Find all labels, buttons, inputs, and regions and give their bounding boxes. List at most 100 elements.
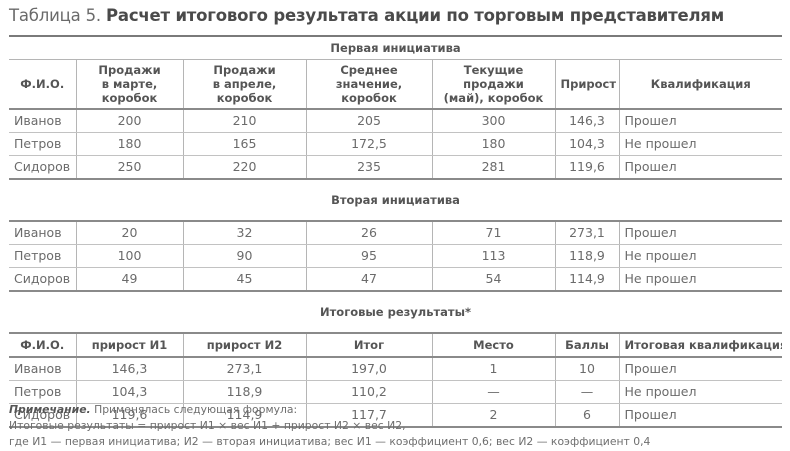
cell-growth: 119,6 <box>554 155 619 180</box>
col-header-march: Продажи в марте, коробок <box>75 59 183 110</box>
cell-march: 200 <box>75 109 183 133</box>
cell-march: 49 <box>75 267 183 292</box>
cell-qualification: Не прошел <box>618 267 783 292</box>
table-row: Сидоров 250 220 235 281 119,6 Прошел <box>9 155 783 180</box>
footnote-label: Примечание. <box>9 403 91 416</box>
section-header-final-results: Итоговые результаты* <box>9 291 783 334</box>
cell-current: 54 <box>431 267 555 292</box>
cell-total: 117,7 <box>305 403 432 428</box>
cell-final-qualification: Не прошел <box>618 380 783 404</box>
cell-average: 95 <box>305 244 432 268</box>
footnote: Примечание. Применялась следующая формул… <box>9 402 650 450</box>
cell-name: Иванов <box>9 109 76 133</box>
table-row: Петров 180 165 172,5 180 104,3 Не прошел <box>9 132 783 156</box>
cell-points: 10 <box>554 357 619 381</box>
col-header-place: Место <box>431 333 555 358</box>
table-row: Петров 104,3 118,9 110,2 — — Не прошел <box>9 380 783 404</box>
cell-place: 2 <box>431 403 555 428</box>
footnote-line-1: Примечание. Применялась следующая формул… <box>9 402 650 418</box>
cell-growth: 114,9 <box>554 267 619 292</box>
section-header-first-initiative: Первая инициатива <box>9 35 783 60</box>
col-header-growth-i2: прирост И2 <box>182 333 306 358</box>
col-header-growth-i1: прирост И1 <box>75 333 183 358</box>
col-header-qualification: Квалификация <box>618 59 783 110</box>
cell-name: Сидоров <box>9 403 76 428</box>
col-header-average: Среднее значение, коробок <box>305 59 432 110</box>
cell-name: Петров <box>9 380 76 404</box>
cell-average: 26 <box>305 221 432 245</box>
table-number: Таблица 5. <box>9 6 101 25</box>
column-headers: Ф.И.О. Продажи в марте, коробок Продажи … <box>9 59 783 110</box>
section-header-second-initiative: Вторая инициатива <box>9 179 783 222</box>
col-header-points: Баллы <box>554 333 619 358</box>
cell-growth: 146,3 <box>554 109 619 133</box>
cell-april: 165 <box>182 132 306 156</box>
cell-qualification: Не прошел <box>618 244 783 268</box>
table-caption: Расчет итогового результата акции по тор… <box>106 6 725 25</box>
cell-growth-i2: 273,1 <box>182 357 306 381</box>
section-title: Вторая инициатива <box>9 179 783 222</box>
footnote-intro: Применялась следующая формула: <box>90 403 298 416</box>
cell-final-qualification: Прошел <box>618 403 783 428</box>
cell-march: 250 <box>75 155 183 180</box>
cell-growth-i1: 104,3 <box>75 380 183 404</box>
col-header-april-text: Продажи в апреле, коробок <box>212 63 277 105</box>
cell-name: Петров <box>9 244 76 268</box>
cell-april: 45 <box>182 267 306 292</box>
section-title: Первая инициатива <box>9 35 783 60</box>
table-title: Таблица 5. Расчет итогового результата а… <box>9 6 724 25</box>
cell-march: 100 <box>75 244 183 268</box>
col-header-current-text: Текущие продажи (май), коробок <box>443 63 544 105</box>
col-header-april: Продажи в апреле, коробок <box>182 59 306 110</box>
cell-name: Сидоров <box>9 267 76 292</box>
cell-april: 32 <box>182 221 306 245</box>
cell-points: — <box>554 380 619 404</box>
cell-growth: 104,3 <box>554 132 619 156</box>
table-row: Иванов 20 32 26 71 273,1 Прошел <box>9 221 783 245</box>
cell-name: Иванов <box>9 357 76 381</box>
section-title: Итоговые результаты* <box>9 291 783 334</box>
cell-points: 6 <box>554 403 619 428</box>
cell-average: 172,5 <box>305 132 432 156</box>
col-header-average-text: Среднее значение, коробок <box>335 63 403 105</box>
cell-april: 90 <box>182 244 306 268</box>
cell-total: 110,2 <box>305 380 432 404</box>
cell-place: — <box>431 380 555 404</box>
col-header-name: Ф.И.О. <box>9 59 76 110</box>
cell-growth-i2: 114,9 <box>182 403 306 428</box>
col-header-final-qualification: Итоговая квалификация <box>618 333 783 358</box>
cell-current: 281 <box>431 155 555 180</box>
cell-current: 180 <box>431 132 555 156</box>
cell-name: Иванов <box>9 221 76 245</box>
col-header-current: Текущие продажи (май), коробок <box>431 59 555 110</box>
cell-place: 1 <box>431 357 555 381</box>
col-header-total: Итог <box>305 333 432 358</box>
cell-growth-i2: 118,9 <box>182 380 306 404</box>
table-row: Иванов 146,3 273,1 197,0 1 10 Прошел <box>9 357 783 381</box>
cell-growth-i1: 119,6 <box>75 403 183 428</box>
cell-average: 47 <box>305 267 432 292</box>
cell-name: Сидоров <box>9 155 76 180</box>
footnote-line-2: Итоговые результаты = прирост И1 × вес И… <box>9 419 406 432</box>
cell-name: Петров <box>9 132 76 156</box>
table-row: Сидоров 49 45 47 54 114,9 Не прошел <box>9 267 783 292</box>
cell-april: 210 <box>182 109 306 133</box>
cell-current: 113 <box>431 244 555 268</box>
cell-final-qualification: Прошел <box>618 357 783 381</box>
cell-average: 205 <box>305 109 432 133</box>
table-row: Сидоров 119,6 114,9 117,7 2 6 Прошел <box>9 403 783 428</box>
cell-march: 20 <box>75 221 183 245</box>
cell-qualification: Прошел <box>618 109 783 133</box>
cell-qualification: Прошел <box>618 221 783 245</box>
cell-growth-i1: 146,3 <box>75 357 183 381</box>
col-header-name: Ф.И.О. <box>9 333 76 358</box>
cell-april: 220 <box>182 155 306 180</box>
table-row: Иванов 200 210 205 300 146,3 Прошел <box>9 109 783 133</box>
cell-qualification: Не прошел <box>618 132 783 156</box>
cell-current: 300 <box>431 109 555 133</box>
cell-march: 180 <box>75 132 183 156</box>
cell-average: 235 <box>305 155 432 180</box>
cell-growth: 273,1 <box>554 221 619 245</box>
table-row: Петров 100 90 95 113 118,9 Не прошел <box>9 244 783 268</box>
cell-current: 71 <box>431 221 555 245</box>
